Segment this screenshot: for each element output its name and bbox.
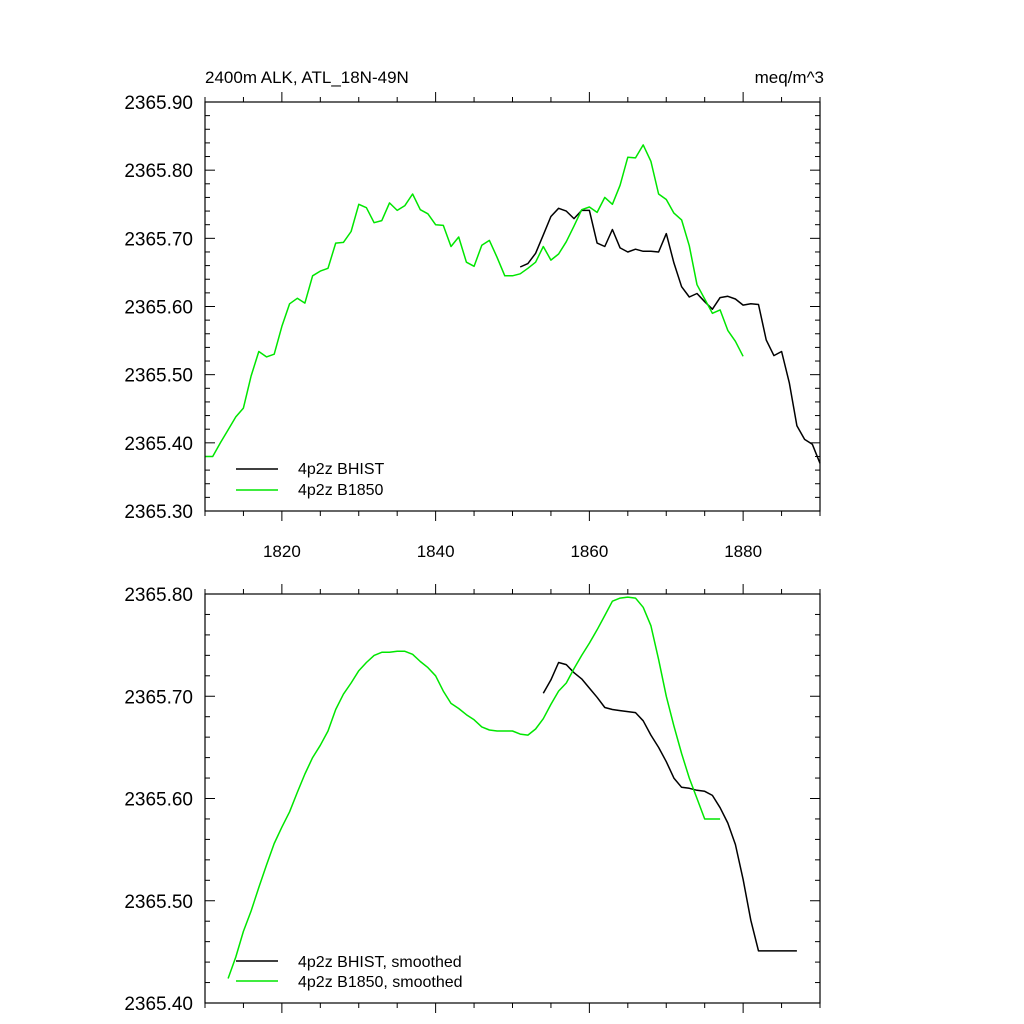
top-y-tick-label: 2365.90 (124, 93, 193, 114)
top-panel: 2400m ALK, ATL_18N-49N meq/m^3 2365.3023… (124, 68, 824, 561)
top-y-tick-label: 2365.30 (124, 502, 193, 523)
top-panel-frame (204, 101, 821, 512)
top-y-tick-label: 2365.70 (124, 229, 193, 250)
legend-label-bhist: 4p2z BHIST (298, 461, 384, 478)
top-panel-y-tick-labels: 2365.30 2365.40 2365.50 2365.60 2365.70 2365.… (124, 93, 193, 523)
bottom-panel-series (227, 596, 797, 979)
series-line-4p2z-b1850 (205, 144, 744, 458)
bottom-panel: 2365.40 2365.50 2365.60 2365.70 2365.80 4p2z… (124, 584, 821, 1015)
legend-label-bhist-smoothed: 4p2z BHIST, smoothed (298, 954, 462, 971)
bottom-panel-ticks (204, 584, 821, 1013)
series-line-4p2z-bhist-smoothed (542, 661, 797, 952)
top-x-tick-label: 1820 (263, 542, 301, 561)
top-x-tick-label: 1840 (417, 542, 455, 561)
bottom-panel-frame (204, 593, 821, 1004)
top-y-tick-label: 2365.60 (124, 298, 193, 319)
top-panel-x-tick-labels: 1820 1840 1860 1880 (263, 542, 762, 561)
top-panel-units: meq/m^3 (755, 68, 824, 87)
top-x-tick-label: 1880 (724, 542, 762, 561)
legend-label-b1850-smoothed: 4p2z B1850, smoothed (298, 974, 463, 991)
legend-label-b1850: 4p2z B1850 (298, 482, 384, 499)
bottom-y-tick-label: 2365.40 (124, 994, 193, 1015)
top-panel-title: 2400m ALK, ATL_18N-49N (205, 68, 409, 87)
top-panel-series (205, 144, 821, 464)
series-line-4p2z-bhist (519, 207, 821, 464)
series-line-4p2z-b1850-smoothed (227, 596, 721, 979)
top-x-tick-label: 1860 (570, 542, 608, 561)
top-panel-ticks (204, 92, 821, 521)
bottom-panel-y-tick-labels: 2365.40 2365.50 2365.60 2365.70 2365.80 (124, 585, 193, 1015)
top-y-tick-label: 2365.40 (124, 434, 193, 455)
bottom-y-tick-label: 2365.70 (124, 687, 193, 708)
bottom-y-tick-label: 2365.80 (124, 585, 193, 606)
bottom-panel-legend: 4p2z BHIST, smoothed 4p2z B1850, smoothe… (236, 954, 463, 991)
top-y-tick-label: 2365.50 (124, 366, 193, 387)
top-y-tick-label: 2365.80 (124, 161, 193, 182)
top-panel-legend: 4p2z BHIST 4p2z B1850 (236, 461, 384, 499)
bottom-y-tick-label: 2365.50 (124, 892, 193, 913)
bottom-y-tick-label: 2365.60 (124, 790, 193, 811)
